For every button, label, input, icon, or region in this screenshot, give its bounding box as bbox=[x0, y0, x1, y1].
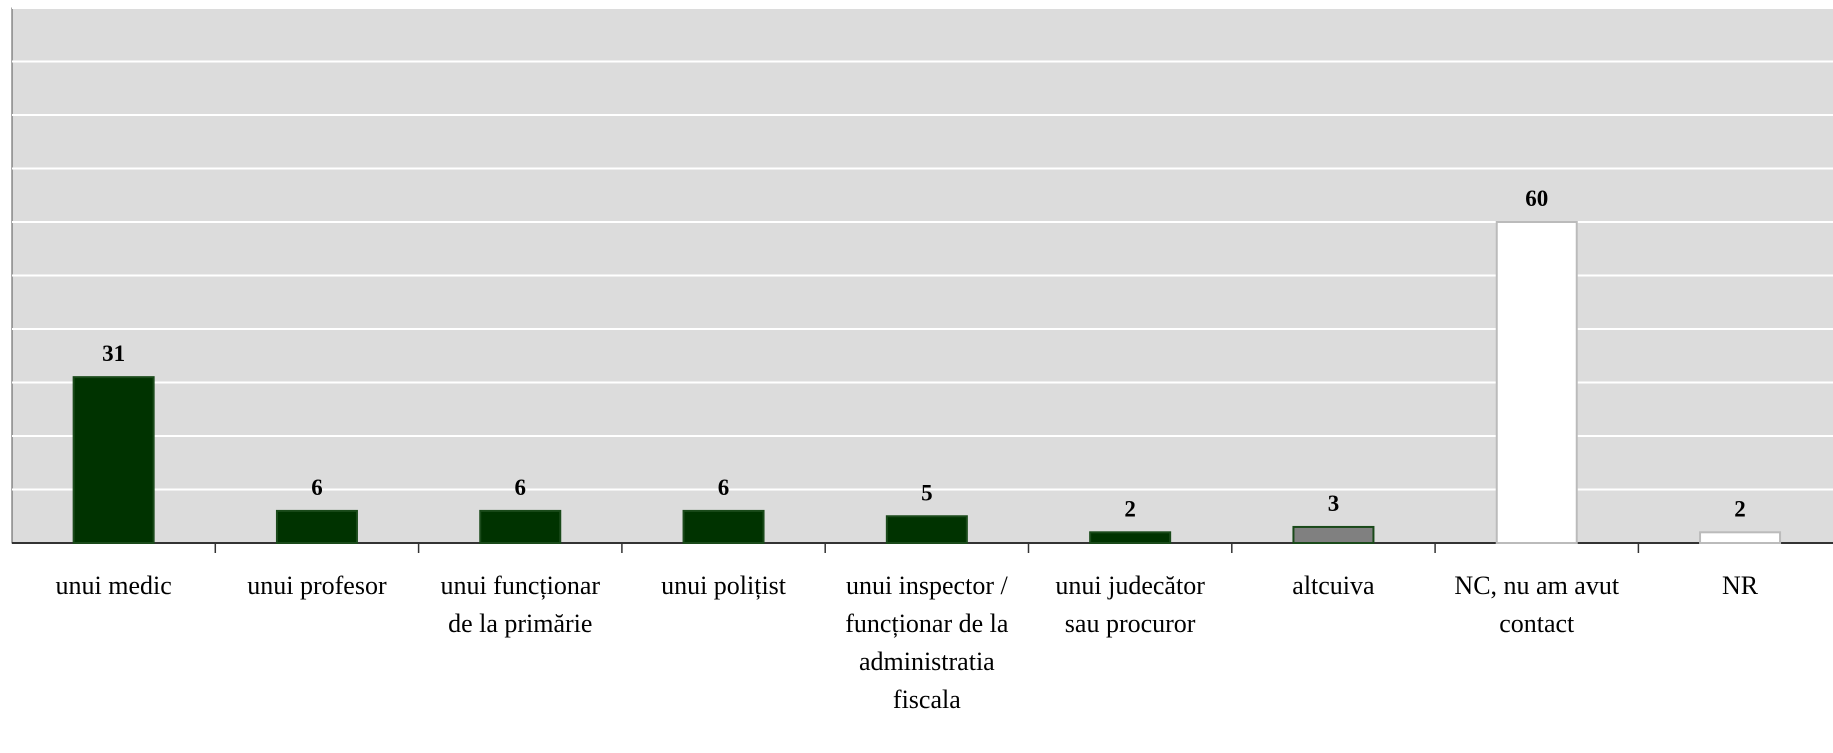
value-label: 3 bbox=[1328, 491, 1340, 516]
bar bbox=[1089, 531, 1172, 544]
bar bbox=[72, 376, 155, 544]
x-tick-label: unui funcționar de la primărie bbox=[440, 571, 601, 638]
x-tick-label: unui profesor bbox=[247, 571, 387, 600]
value-label: 6 bbox=[311, 475, 323, 500]
x-tick-label: unui inspector / funcționar de la admini… bbox=[845, 571, 1009, 714]
value-label: 2 bbox=[1734, 496, 1746, 521]
x-tick-label: unui polițist bbox=[661, 571, 787, 600]
bar bbox=[275, 509, 358, 544]
bar bbox=[885, 515, 968, 544]
bar bbox=[1292, 525, 1375, 545]
value-label: 6 bbox=[515, 475, 527, 500]
value-label: 60 bbox=[1525, 186, 1548, 211]
value-label: 31 bbox=[102, 341, 125, 366]
value-label: 6 bbox=[718, 475, 730, 500]
bar bbox=[1699, 531, 1782, 544]
bar bbox=[682, 509, 765, 544]
x-tick-label: altcuiva bbox=[1292, 571, 1375, 600]
bar bbox=[1495, 221, 1578, 544]
x-tick-label: NC, nu am avut contact bbox=[1454, 571, 1620, 638]
value-label: 5 bbox=[921, 480, 933, 505]
value-label: 2 bbox=[1124, 496, 1136, 521]
x-tick-label: unui judecător sau procuror bbox=[1055, 571, 1205, 638]
bar bbox=[479, 509, 562, 544]
x-tick-label: NR bbox=[1721, 571, 1759, 600]
x-tick-label: unui medic bbox=[55, 571, 172, 600]
